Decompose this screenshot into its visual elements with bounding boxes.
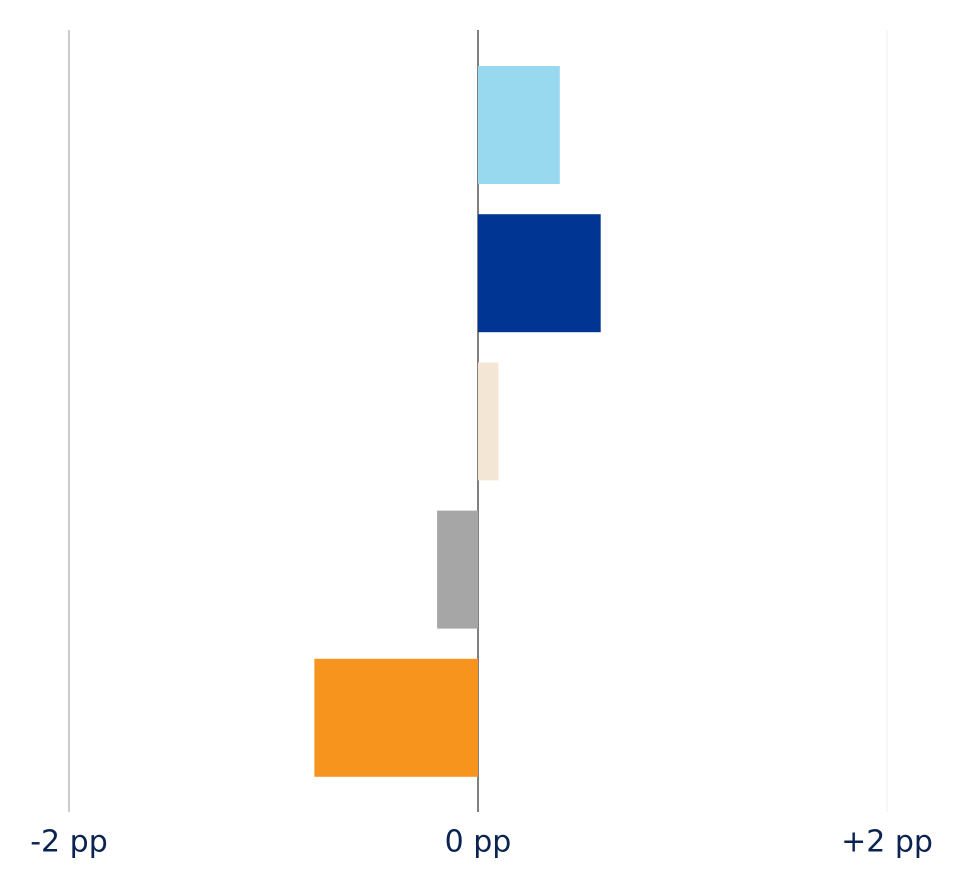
- bar: [478, 362, 499, 481]
- x-tick-label: -2 pp: [30, 825, 108, 860]
- x-tick-label: +2 pp: [841, 825, 933, 860]
- bar: [314, 658, 478, 777]
- bar: [478, 214, 601, 333]
- x-tick-label: 0 pp: [445, 825, 512, 860]
- bar: [478, 66, 560, 184]
- bar: [437, 510, 478, 629]
